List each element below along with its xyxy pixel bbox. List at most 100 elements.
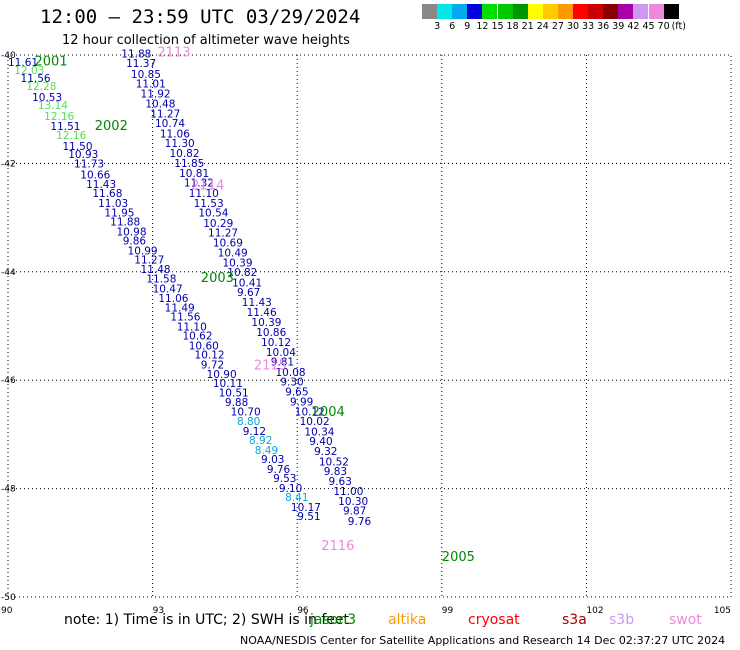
swh-label: 11.37 [126, 58, 156, 70]
y-tick-label: -50 [1, 593, 16, 603]
colorbar-swatch [437, 4, 453, 19]
swh-label: 10.51 [219, 387, 249, 399]
colorbar-label: 3 [434, 21, 441, 32]
swh-label: 9.76 [267, 464, 291, 476]
swh-label: 11.30 [165, 138, 195, 150]
swh-label: 11.88 [110, 217, 140, 229]
swh-label: 9.63 [329, 476, 352, 488]
swh-label: 11.27 [208, 228, 238, 240]
swh-label: 9.99 [290, 397, 313, 409]
swh-label: 11.56 [170, 312, 200, 324]
satellite-legend-s3a: s3a [562, 612, 587, 628]
swh-label: 12.03 [14, 65, 44, 77]
swh-label: 10.60 [189, 340, 219, 352]
colorbar-label: 45 [642, 21, 655, 32]
x-tick-label: 102 [586, 606, 603, 616]
y-tick-label: -46 [1, 376, 16, 386]
swh-label: 9.86 [123, 236, 147, 248]
swh-label: 12.16 [44, 111, 74, 123]
swh-label: 9.83 [324, 466, 347, 478]
x-tick-label: 105 [714, 606, 731, 616]
swh-label: 10.82 [227, 267, 257, 279]
swh-label: 9.40 [309, 436, 332, 448]
swh-label: 9.32 [314, 446, 337, 458]
colorbar-swatch [527, 4, 543, 19]
swh-label: 10.12 [261, 337, 291, 349]
swh-label: 11.46 [247, 307, 277, 319]
swh-label: 12.28 [26, 81, 56, 93]
x-tick-label: 99 [442, 606, 454, 616]
pass-label: 2005 [442, 550, 475, 565]
swh-label: 10.98 [116, 226, 146, 238]
swh-label: 10.04 [266, 347, 296, 359]
swh-label: 9.88 [225, 397, 248, 409]
note-text: note: 1) Time is in UTC; 2) SWH is in fe… [64, 612, 350, 628]
colorbar-label: 30 [566, 21, 580, 32]
page-title: 12:00 – 23:59 UTC 03/29/2024 [40, 6, 361, 28]
pass-label: 2003 [201, 271, 234, 286]
swh-label: 11.53 [194, 198, 224, 210]
pass-label: 2001 [35, 54, 68, 69]
swh-label: 11.68 [92, 188, 122, 200]
swh-label: 10.17 [291, 502, 321, 514]
colorbar-label: 21 [521, 21, 534, 32]
pass-label: 2116 [321, 539, 354, 554]
swh-label: 9.72 [201, 359, 224, 371]
swh-label: 11.27 [134, 255, 164, 267]
swh-label: 11.73 [74, 159, 104, 171]
swh-label: 11.01 [136, 79, 166, 91]
colorbar-swatch [557, 4, 573, 19]
colorbar-swatch [603, 4, 619, 19]
swh-label: 11.85 [174, 158, 204, 170]
y-tick-label: -44 [1, 268, 16, 278]
swh-label: 8.92 [249, 435, 272, 447]
swh-label: 11.56 [21, 73, 51, 85]
y-tick-label: -48 [1, 485, 16, 495]
satellite-legend-altika: altika [388, 612, 427, 628]
colorbar-label: 18 [506, 21, 519, 32]
colorbar-label: 42 [627, 21, 640, 32]
swh-label: 10.69 [213, 237, 243, 249]
swh-label: 10.85 [131, 69, 161, 81]
colorbar-swatch [633, 4, 649, 19]
swh-label: 11.88 [121, 49, 151, 61]
swh-label: 9.10 [279, 483, 302, 495]
swh-label: 10.54 [198, 208, 228, 220]
swh-label: 11.49 [165, 302, 195, 314]
swh-label: 10.39 [251, 317, 281, 329]
y-tick-label: -42 [1, 159, 16, 169]
colorbar-label: 27 [551, 21, 564, 32]
swh-label: 10.02 [300, 416, 330, 428]
swh-label: 10.29 [203, 218, 233, 230]
swh-label: 10.81 [179, 168, 209, 180]
colorbar-label: 70 [657, 21, 670, 32]
swh-label: 9.67 [237, 287, 260, 299]
swh-label: 11.43 [86, 179, 116, 191]
swh-label: 11.03 [98, 198, 128, 210]
colorbar-swatch [542, 4, 558, 19]
swh-label: 8.41 [285, 492, 308, 504]
swh-label: 10.12 [195, 350, 225, 362]
pass-label: 2114 [191, 178, 224, 193]
swh-label: 13.14 [38, 100, 68, 112]
colorbar-swatch [452, 4, 468, 19]
satellite-legend-cryosat: cryosat [468, 612, 520, 628]
colorbar-label: 9 [464, 21, 471, 32]
satellite-legend-s3b: s3b [609, 612, 635, 628]
swh-label: 9.76 [348, 516, 372, 528]
swh-label: 11.27 [150, 108, 180, 120]
satellite-legend-jason3: jason3 [310, 612, 357, 628]
swh-label: 8.80 [237, 416, 260, 428]
colorbar-swatch [618, 4, 634, 19]
colorbar-unit: (ft) [671, 21, 686, 32]
swh-label: 11.00 [333, 486, 363, 498]
swh-label: 10.34 [304, 426, 334, 438]
satellite-legend-swot: swot [669, 612, 702, 628]
colorbar-swatch [648, 4, 664, 19]
pass-label: 2002 [95, 119, 128, 134]
swh-label: 11.10 [177, 321, 207, 333]
colorbar-swatch [497, 4, 513, 19]
swh-label: 11.10 [189, 188, 219, 200]
colorbar-swatch [482, 4, 498, 19]
swh-label: 9.03 [261, 454, 284, 466]
